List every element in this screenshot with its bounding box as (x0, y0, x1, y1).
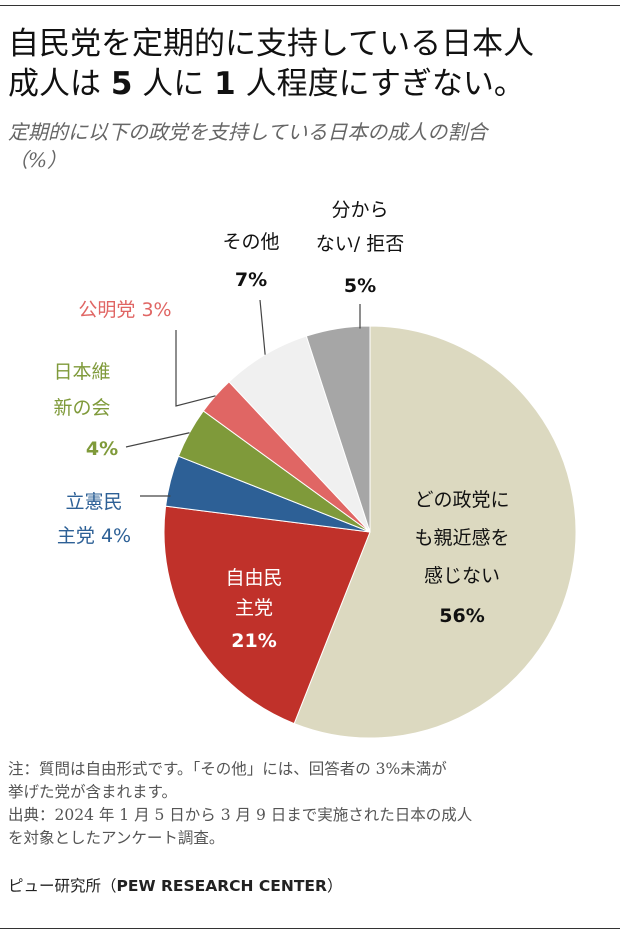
subtitle-line-1: 定期的に以下の政党を支持している日本の成人の割合 (8, 120, 488, 144)
bottom-rule (0, 928, 620, 929)
pie-slice-どの政党にも親近感を感じない (293, 325, 577, 739)
slice-label-日本維新の会: 日本維新の会 (53, 361, 110, 419)
slice-labels: どの政党にも親近感を感じない 56% 自由民主党 21% 立憲民主党 4% 日本維新の会 4… (53, 199, 509, 652)
slice-label-どの政党にも親近感を感じない: どの政党にも親近感を感じない (414, 489, 509, 587)
slice-label-分からない-拒否: 分からない/ 拒否 (316, 199, 404, 255)
leader-その他 (259, 299, 266, 355)
source-line-2: を対象としたアンケート調査。 (8, 829, 225, 847)
note-line-2: 挙げた党が含まれます。 (8, 783, 177, 801)
chart-title: 自民党を定期的に支持している日本人 成人は 5 人に 1 人程度にすぎない。 (8, 24, 608, 104)
org-name: PEW RESEARCH CENTER (116, 877, 327, 895)
slice-value-自由民主党: 21% (231, 630, 276, 652)
subtitle-unit: （%） (8, 148, 68, 172)
source-line-1: 出典：2024 年 1 月 5 日から 3 月 9 日まで実施された日本の成人 (8, 806, 473, 824)
pie-slices (163, 325, 577, 739)
slice-value-日本維新の会: 4% (86, 438, 118, 460)
slice-label-立憲民主党: 立憲民主党 4% (57, 491, 131, 547)
note-line-1: 注：質問は自由形式です。「その他」には、回答者の 3%未満が (8, 760, 447, 778)
leader-公明党 (175, 330, 216, 407)
chart-subtitle: 定期的に以下の政党を支持している日本の成人の割合 （%） (8, 118, 608, 174)
pie-slice-分からない-拒否 (305, 325, 371, 533)
title-line-1: 自民党を定期的に支持している日本人 (8, 26, 535, 62)
slice-label-自由民主党: 自由民主党 (225, 567, 282, 619)
organization-credit: ピュー研究所（PEW RESEARCH CENTER） (8, 877, 343, 895)
leader-日本維新の会 (125, 432, 190, 448)
slice-label-公明党: 公明党 3% (78, 299, 171, 321)
slice-value-分からない-拒否: 5% (344, 275, 376, 297)
top-rule (0, 5, 620, 6)
pie-chart: どの政党にも親近感を感じない 56% 自由民主党 21% 立憲民主党 4% 日本維新の会 4… (53, 199, 577, 739)
leader-lines (125, 299, 361, 497)
footnote: 注：質問は自由形式です。「その他」には、回答者の 3%未満が 挙げた党が含まれま… (8, 758, 612, 850)
title-line-2: 成人は 5 人に 1 人程度にすぎない。 (8, 66, 525, 102)
slice-value-どの政党にも親近感を感じない: 56% (439, 605, 484, 627)
pie-slice-自由民主党 (163, 505, 371, 725)
slice-label-その他: その他 (222, 231, 279, 253)
slice-value-その他: 7% (235, 269, 267, 291)
